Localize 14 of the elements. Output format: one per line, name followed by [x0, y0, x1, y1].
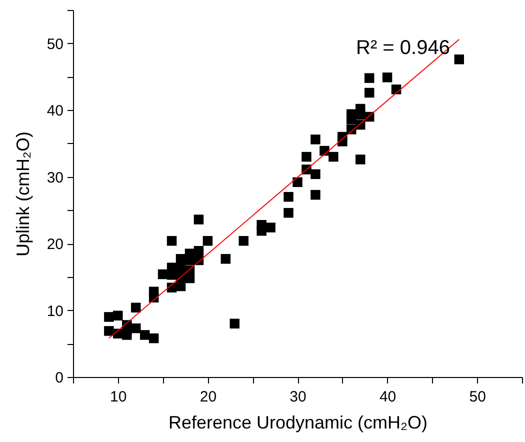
x-tick-label: 50: [469, 388, 486, 406]
y-tick-label: 50: [46, 36, 64, 53]
y-axis-title: Uplink (cmH₂O): [12, 132, 33, 256]
x-tick-label: 30: [290, 388, 306, 406]
x-tick-label: 40: [379, 388, 396, 406]
y-tick-label: 10: [46, 302, 64, 320]
y-tick-label: 40: [46, 102, 64, 120]
x-tick-label: 10: [110, 388, 127, 406]
y-tick-label: 30: [46, 169, 64, 186]
x-axis-title: Reference Urodynamic (cmH₂O): [168, 412, 428, 432]
x-tick-label: 20: [200, 388, 217, 406]
annotation: R² = 0.946: [356, 37, 450, 59]
y-tick-label: 0: [55, 370, 64, 386]
y-tick-label: 20: [46, 236, 64, 254]
